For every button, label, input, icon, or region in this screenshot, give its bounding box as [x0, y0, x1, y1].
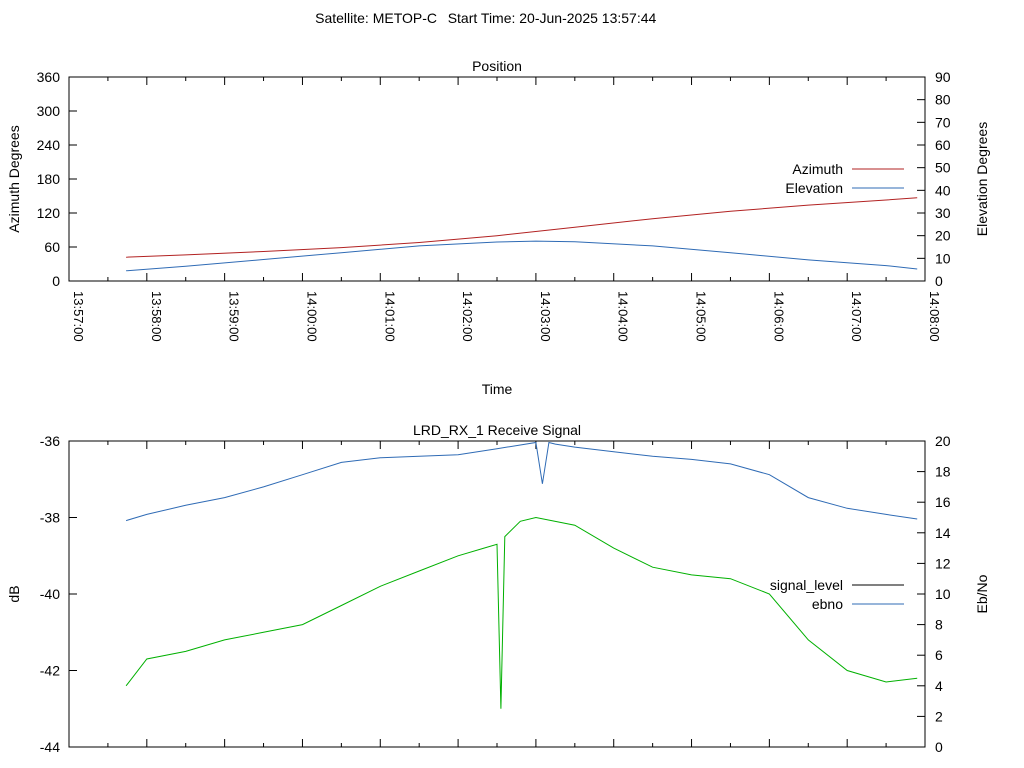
x-tick-label: 14:05:00	[694, 291, 709, 342]
y2-tick-label: 16	[935, 494, 951, 510]
y2-tick-label: 0	[935, 273, 943, 289]
legend-label: ebno	[812, 596, 843, 612]
legend-label: Elevation	[785, 180, 843, 196]
receive-signal-ticks: -44 -42 -40 -38 -36 0 2 4 6 8 10 12 14 16 18 20	[40, 433, 951, 755]
y2-tick-label: 30	[935, 205, 951, 221]
y2-tick-label: 20	[935, 433, 951, 449]
receive-signal-series	[125, 441, 918, 709]
position-panel: Position 13:57:00 13:58:00 13:59:00 14:00:0…	[6, 58, 990, 397]
receive-signal-plot-frame	[68, 440, 926, 748]
y-tick-label: 300	[37, 103, 61, 119]
position-series	[126, 197, 918, 272]
y-tick-label: 120	[37, 205, 61, 221]
y2-tick-label: 12	[935, 555, 951, 571]
series-1-line	[125, 516, 918, 709]
position-legend: Azimuth Elevation	[785, 161, 904, 196]
azimuth-axis-label: Azimuth Degrees	[6, 125, 22, 232]
x-tick-label: 14:03:00	[538, 291, 553, 342]
y-tick-label: -44	[40, 739, 60, 755]
y2-tick-label: 10	[935, 586, 951, 602]
x-tick-label: 14:06:00	[771, 291, 786, 342]
position-title: Position	[472, 58, 522, 74]
y-tick-label: 180	[37, 171, 61, 187]
y2-tick-label: 8	[935, 617, 943, 633]
start-time-label: Start Time: 20-Jun-2025 13:57:44	[448, 10, 657, 26]
y2-tick-label: 6	[935, 647, 943, 663]
legend-label: Azimuth	[792, 161, 843, 177]
receive-signal-title: LRD_RX_1 Receive Signal	[413, 422, 581, 438]
y2-tick-label: 60	[935, 137, 951, 153]
y-tick-label: -36	[40, 433, 60, 449]
y-tick-label: 60	[44, 239, 60, 255]
elevation-line	[126, 240, 918, 272]
receive-signal-panel: LRD_RX_1 Receive Signal -44 -42 -40 -38 -36 0…	[6, 422, 990, 755]
x-tick-label: 13:57:00	[71, 291, 86, 342]
y-tick-label: -42	[40, 663, 60, 679]
x-tick-label: 14:00:00	[304, 291, 319, 342]
position-ticks: 13:57:00 13:58:00 13:59:00 14:00:00 14:01:00…	[37, 69, 951, 342]
y2-tick-label: 50	[935, 160, 951, 176]
y2-tick-label: 90	[935, 69, 951, 85]
y-tick-label: 360	[37, 69, 61, 85]
y-tick-label: -40	[40, 586, 60, 602]
azimuth-line	[126, 197, 918, 258]
y2-tick-label: 0	[935, 739, 943, 755]
x-tick-label: 14:07:00	[849, 291, 864, 342]
y2-tick-label: 18	[935, 464, 951, 480]
legend-label: signal_level	[770, 577, 843, 593]
x-tick-label: 14:01:00	[382, 291, 397, 342]
y2-tick-label: 14	[935, 525, 951, 541]
y2-tick-label: 2	[935, 708, 943, 724]
y2-tick-label: 40	[935, 182, 951, 198]
x-tick-label: 13:58:00	[149, 291, 164, 342]
series-2-line	[125, 441, 918, 522]
y-tick-label: -38	[40, 510, 60, 526]
x-tick-label: 13:59:00	[227, 291, 242, 342]
y2-tick-label: 10	[935, 250, 951, 266]
y2-tick-label: 20	[935, 228, 951, 244]
position-plot-frame	[68, 76, 926, 282]
y2-tick-label: 4	[935, 678, 943, 694]
elevation-axis-label: Elevation Degrees	[974, 122, 990, 236]
y-tick-label: 240	[37, 137, 61, 153]
x-tick-label: 14:02:00	[460, 291, 475, 342]
y2-tick-label: 70	[935, 114, 951, 130]
db-axis-label: dB	[6, 585, 22, 602]
satellite-label: Satellite: METOP-C	[315, 10, 437, 26]
time-axis-label: Time	[482, 381, 513, 397]
ebno-axis-label: Eb/No	[974, 574, 990, 613]
x-tick-label: 14:08:00	[927, 291, 942, 342]
x-tick-label: 14:04:00	[616, 291, 631, 342]
y-tick-label: 0	[52, 273, 60, 289]
y2-tick-label: 80	[935, 92, 951, 108]
